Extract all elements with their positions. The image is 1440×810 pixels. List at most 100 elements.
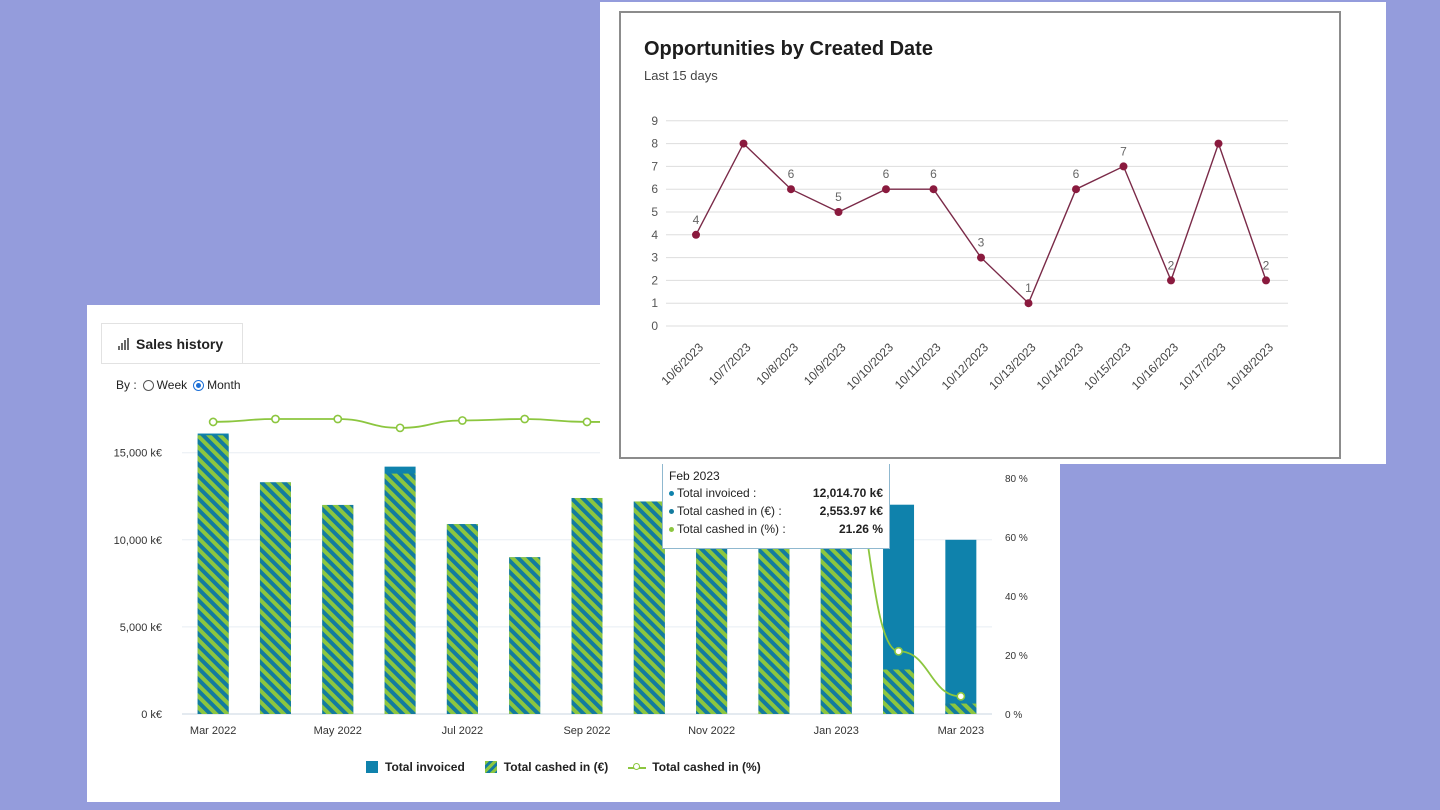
x-tick-label: 10/7/2023: [706, 340, 754, 388]
data-label: 2: [1168, 258, 1175, 272]
legend-swatch-invoiced: [366, 761, 378, 773]
point-opportunities: [787, 185, 795, 194]
legend-swatch-cashed-pct: [628, 761, 647, 773]
week-label[interactable]: Week: [156, 378, 188, 392]
data-label: 5: [835, 190, 842, 204]
by-label: By :: [116, 378, 137, 392]
bar-total-cashed-eur: [322, 504, 354, 714]
point-opportunities: [1214, 139, 1223, 148]
tooltip-invoiced-value: 12,014.70 k€: [812, 486, 883, 500]
x-tick-label: Sep 2022: [563, 725, 610, 737]
point-total-cashed-pct: [956, 691, 966, 701]
point-total-cashed-pct: [582, 417, 592, 427]
data-label: 2: [1263, 258, 1270, 272]
y-right-tick-label: 0 %: [1005, 710, 1022, 721]
y-left-tick-label: 10,000 k€: [114, 535, 162, 547]
opportunities-card: Opportunities by Created Date Last 15 da…: [600, 2, 1386, 464]
y-right-tick-label: 20 %: [1005, 651, 1028, 662]
y-tick-label: 8: [651, 137, 658, 151]
x-tick-label: 10/15/2023: [1081, 340, 1134, 393]
week-radio[interactable]: [142, 379, 154, 391]
opportunities-subtitle: Last 15 days: [644, 68, 718, 83]
legend-item-invoiced[interactable]: Total invoiced: [366, 760, 465, 774]
y-tick-label: 0: [651, 319, 658, 333]
legend-label-cashed-pct: Total cashed in (%): [652, 760, 761, 774]
bar-total-cashed-eur: [696, 531, 728, 714]
point-opportunities: [1072, 185, 1080, 194]
y-tick-label: 6: [651, 182, 658, 196]
x-tick-label: 10/12/2023: [939, 340, 992, 393]
point-opportunities: [1024, 299, 1033, 308]
point-opportunities: [929, 185, 938, 194]
point-opportunities: [1119, 162, 1128, 171]
point-opportunities: [834, 208, 843, 216]
y-left-tick-label: 5,000 k€: [120, 622, 162, 634]
data-label: 7: [1120, 144, 1127, 158]
tooltip-row-cashed-pct: Total cashed in (%) : 21.26 %: [669, 522, 883, 537]
tab-label: Sales history: [136, 335, 224, 352]
tooltip-title: Feb 2023: [669, 469, 720, 483]
bar-total-cashed-eur: [945, 703, 977, 714]
x-tick-label: Jul 2022: [442, 725, 484, 737]
point-total-cashed-pct: [333, 414, 343, 424]
x-tick-label: Jan 2023: [814, 725, 859, 737]
y-tick-label: 9: [651, 114, 658, 128]
legend-label-invoiced: Total invoiced: [385, 760, 465, 774]
legend-item-cashed-pct[interactable]: Total cashed in (%): [628, 760, 761, 774]
tab-sales-history[interactable]: Sales history: [101, 323, 243, 363]
bar-chart-icon: [118, 337, 129, 350]
x-tick-label: 10/8/2023: [753, 340, 801, 388]
point-opportunities: [1167, 276, 1175, 285]
point-total-cashed-pct: [208, 417, 218, 427]
data-label: 3: [978, 236, 985, 250]
y-right-tick-label: 80 %: [1005, 474, 1028, 485]
x-tick-label: Nov 2022: [688, 725, 735, 737]
chart-legend: Total invoiced Total cashed in (€) Total…: [366, 760, 781, 774]
x-tick-label: Mar 2022: [190, 725, 236, 737]
data-label: 6: [788, 167, 795, 181]
point-total-cashed-pct: [457, 416, 467, 425]
point-opportunities: [739, 139, 748, 148]
y-tick-label: 1: [651, 296, 658, 310]
point-opportunities: [977, 253, 985, 262]
bar-total-cashed-eur: [259, 482, 291, 714]
x-tick-label: 10/9/2023: [801, 340, 849, 388]
point-opportunities: [882, 185, 890, 194]
y-tick-label: 3: [651, 251, 658, 265]
tooltip-cashed-pct-value: 21.26 %: [838, 522, 883, 536]
bar-total-cashed-eur: [820, 543, 852, 714]
y-right-tick-label: 60 %: [1005, 533, 1028, 544]
y-tick-label: 5: [651, 205, 658, 219]
x-tick-label: Mar 2023: [938, 725, 984, 737]
point-total-cashed-pct: [894, 646, 903, 656]
y-tick-label: 7: [651, 159, 658, 173]
data-label: 4: [693, 213, 700, 227]
bar-total-cashed-eur: [633, 501, 665, 714]
bar-total-cashed-eur: [197, 435, 229, 714]
bar-total-cashed-eur: [384, 473, 416, 714]
month-radio[interactable]: [193, 379, 205, 391]
point-total-cashed-pct: [271, 414, 280, 424]
tooltip-invoiced-label: Total invoiced :: [677, 486, 757, 500]
y-left-tick-label: 15,000 k€: [114, 448, 162, 460]
bar-total-cashed-eur: [883, 669, 915, 714]
x-tick-label: 10/18/2023: [1224, 340, 1277, 393]
bar-total-invoiced: [945, 539, 977, 714]
y-tick-label: 4: [651, 228, 658, 242]
x-tick-label: 10/16/2023: [1129, 340, 1182, 393]
tooltip-cashed-pct-label: Total cashed in (%) :: [677, 522, 786, 536]
data-label: 1: [1025, 281, 1032, 295]
legend-label-cashed-eur: Total cashed in (€): [503, 760, 609, 774]
data-label: 6: [1073, 167, 1080, 181]
legend-item-cashed-eur[interactable]: Total cashed in (€): [484, 760, 609, 774]
x-tick-label: May 2022: [314, 725, 362, 737]
bar-total-cashed-eur: [509, 557, 541, 714]
tab-divider: [101, 363, 1060, 364]
opportunities-chart: 4 6 5 6 6 3 1 6 7 2 2 0 1 2 3 4 5 6 7 8 9 10/6/2023 10/7/2023…: [651, 114, 1288, 393]
month-label[interactable]: Month: [207, 378, 241, 392]
tooltip-row-cashed-eur: Total cashed in (€) : 2,553.97 k€: [669, 504, 883, 519]
x-tick-label: 10/6/2023: [658, 340, 706, 388]
chart-tooltip: Feb 2023 Total invoiced : 12,014.70 k€ T…: [662, 461, 890, 549]
bar-total-cashed-eur: [571, 497, 603, 714]
point-total-cashed-pct: [520, 414, 530, 424]
